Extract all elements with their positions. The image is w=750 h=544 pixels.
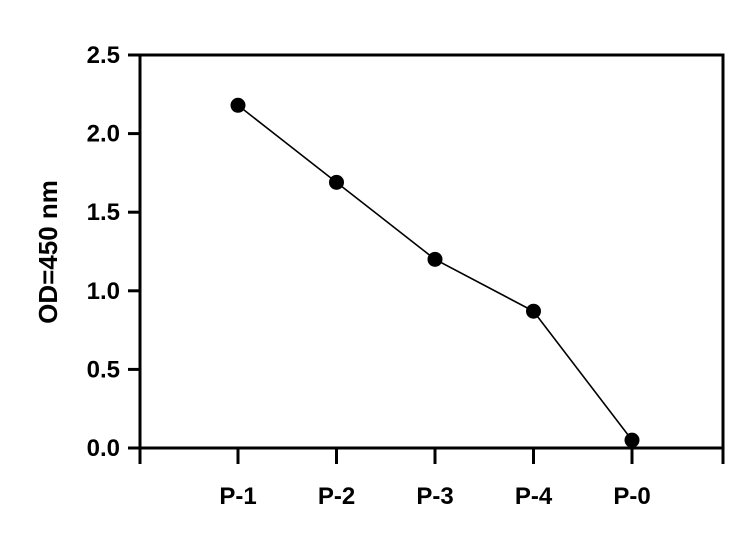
- y-tick-label: 0.5: [87, 356, 120, 383]
- data-point: [526, 303, 541, 319]
- y-axis-title: OD=450 nm: [33, 180, 63, 324]
- y-tick-label: 2.5: [87, 42, 120, 69]
- x-axis-ticks: P-1 P-2 P-3 P-4 P-0: [138, 448, 725, 510]
- x-tick-label: P-4: [515, 483, 553, 510]
- data-point: [624, 432, 640, 448]
- plot-frame: [138, 53, 725, 450]
- y-tick-label: 0.0: [87, 435, 120, 462]
- data-point: [329, 174, 344, 190]
- series-line: [237, 104, 633, 441]
- x-tick-label: P-2: [318, 483, 355, 510]
- y-tick-label: 1.0: [87, 278, 120, 305]
- x-tick-label: P-3: [416, 483, 453, 510]
- data-series: [230, 97, 640, 448]
- data-point: [427, 251, 443, 267]
- data-point: [230, 97, 246, 113]
- y-tick-label: 1.5: [87, 199, 120, 226]
- y-axis-ticks: 0.0 0.5 1.0 1.5 2.0 2.5: [87, 42, 140, 462]
- x-tick-label: P-0: [613, 483, 650, 510]
- x-tick-label: P-1: [219, 483, 256, 510]
- y-tick-label: 2.0: [87, 121, 120, 148]
